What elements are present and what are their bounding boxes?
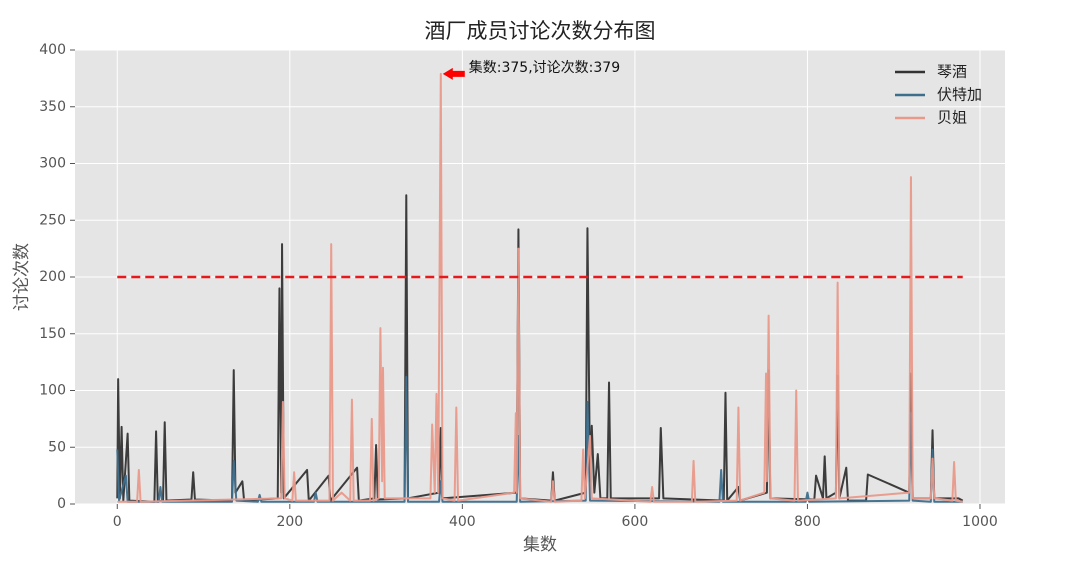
- y-tick-label: 250: [39, 212, 66, 228]
- x-tick-label: 1000: [962, 514, 998, 530]
- annotation-arrow: [442, 67, 465, 80]
- annotation-text: 集数:375,讨论次数:379: [469, 59, 620, 76]
- y-tick-label: 50: [48, 439, 66, 455]
- y-tick-label: 100: [39, 383, 66, 399]
- y-tick-label: 200: [39, 269, 66, 285]
- x-tick-label: 0: [113, 514, 122, 530]
- x-axis-label: 集数: [523, 535, 557, 555]
- series-line: [117, 72, 963, 503]
- y-tick-label: 400: [39, 42, 66, 58]
- x-tick-label: 200: [276, 514, 303, 530]
- x-tick-label: 400: [449, 514, 476, 530]
- y-tick-label: 150: [39, 326, 66, 342]
- y-tick-label: 300: [39, 156, 66, 172]
- legend-label: 琴酒: [937, 63, 967, 81]
- y-tick-label: 350: [39, 99, 66, 115]
- x-tick-label: 800: [794, 514, 821, 530]
- chart-title: 酒厂成员讨论次数分布图: [425, 19, 656, 43]
- legend-label: 伏特加: [937, 86, 982, 104]
- series-line: [116, 375, 963, 503]
- legend-label: 贝姐: [937, 109, 967, 127]
- y-axis-label: 讨论次数: [12, 243, 32, 311]
- y-tick-label: 0: [57, 496, 66, 512]
- x-tick-label: 600: [622, 514, 649, 530]
